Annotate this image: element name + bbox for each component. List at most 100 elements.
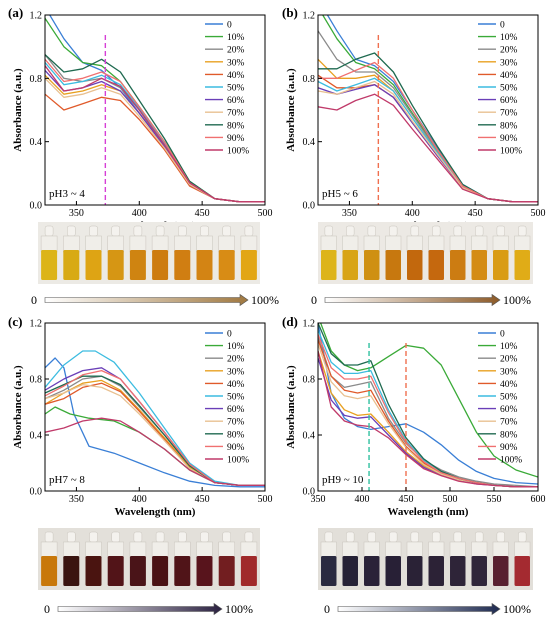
vial — [514, 531, 531, 586]
legend-label: 60% — [227, 405, 245, 415]
vial-liquid — [41, 250, 58, 280]
x-tick-label: 400 — [132, 494, 147, 505]
vial — [406, 225, 423, 280]
vial-liquid — [428, 556, 444, 586]
scale-arrow — [44, 293, 249, 307]
y-tick-label: 0.0 — [303, 487, 316, 498]
vial-liquid — [63, 556, 80, 586]
vial-liquid — [196, 250, 213, 280]
scale-end-label: 100% — [225, 602, 253, 616]
legend-label: 70% — [227, 109, 245, 119]
x-axis-label: Wavelength (nm) — [115, 506, 196, 518]
legend-label: 0 — [227, 21, 232, 31]
x-tick-label: 400 — [132, 208, 147, 219]
vial — [85, 531, 102, 586]
vial-liquid — [196, 556, 213, 586]
y-tick-label: 1.2 — [30, 319, 43, 330]
series-line-50% — [45, 350, 265, 487]
plot-frame — [44, 14, 266, 206]
vial-glass — [218, 235, 235, 253]
x-tick-label: 500 — [258, 208, 273, 219]
vial-cap — [89, 531, 98, 543]
vial — [40, 225, 58, 280]
x-tick-label: 450 — [195, 494, 210, 505]
vial-cap — [389, 531, 398, 543]
vial-glass — [85, 541, 102, 559]
panel-label: (b) — [282, 5, 298, 20]
vial-cap — [518, 531, 527, 543]
x-tick-label: 550 — [487, 494, 502, 505]
legend-label: 80% — [500, 121, 518, 131]
vial-liquid — [129, 556, 146, 586]
vial-cap — [496, 531, 505, 543]
vial-liquid — [364, 556, 380, 586]
vial-cap — [475, 225, 484, 237]
y-tick-label: 0.4 — [30, 137, 43, 148]
vial-cap — [133, 531, 143, 543]
vial-liquid — [152, 250, 169, 280]
legend-label: 10% — [227, 33, 245, 43]
vial-liquid — [85, 556, 102, 586]
vial-glass — [63, 235, 80, 253]
legend-label: 50% — [500, 84, 518, 94]
panel-label: (c) — [8, 314, 22, 329]
vial-cap — [453, 531, 462, 543]
legend-label: 80% — [500, 430, 518, 440]
vial-glass — [492, 235, 509, 253]
vial-glass — [385, 541, 402, 559]
y-tick-label: 0.4 — [303, 431, 316, 442]
plot-frame — [317, 322, 539, 492]
vial-glass — [174, 235, 191, 253]
vial — [492, 531, 509, 586]
vial — [342, 225, 359, 280]
x-tick-label: 350 — [311, 494, 326, 505]
vial-glass — [449, 235, 466, 253]
vial-liquid — [152, 556, 169, 586]
vial — [218, 531, 235, 586]
x-tick-label: 400 — [355, 494, 370, 505]
scale-end-label: 100% — [503, 602, 531, 616]
scale-start-label: 0 — [44, 602, 50, 616]
x-tick-label: 450 — [195, 208, 210, 219]
vial-cap — [453, 225, 462, 237]
vial — [363, 225, 380, 280]
legend-label: 70% — [500, 109, 518, 119]
vial-liquid — [342, 556, 358, 586]
scale-start-label: 0 — [31, 293, 37, 307]
vial-liquid — [342, 250, 358, 280]
legend-label: 0 — [500, 21, 505, 31]
scale-start-label: 0 — [311, 293, 317, 307]
vial-cap — [346, 225, 355, 237]
series-group — [45, 350, 265, 488]
vial-glass — [492, 541, 509, 559]
vial-liquid — [514, 250, 530, 280]
vial — [63, 531, 80, 586]
ph-annotation: pH9 ~ 10 — [322, 474, 364, 486]
vial-cap — [178, 531, 187, 543]
vial — [63, 225, 80, 280]
vial — [174, 531, 191, 586]
series-line-100% — [318, 93, 538, 203]
vial-glass — [240, 235, 258, 253]
vial-liquid — [240, 250, 257, 280]
vial-liquid — [450, 556, 466, 586]
vial-cap — [155, 225, 165, 237]
vial-cap — [324, 531, 333, 543]
legend-label: 10% — [500, 342, 518, 352]
y-tick-label: 0.8 — [30, 74, 43, 85]
vial-glass — [385, 235, 402, 253]
vial-liquid — [428, 250, 444, 280]
x-tick-label: 350 — [69, 494, 84, 505]
x-tick-label: 450 — [468, 208, 483, 219]
vial-cap — [244, 225, 254, 237]
x-tick-label: 600 — [531, 494, 546, 505]
vial — [174, 225, 191, 280]
vial — [40, 531, 58, 586]
y-tick-label: 0.0 — [30, 201, 43, 212]
vial — [342, 531, 359, 586]
y-tick-label: 0.0 — [30, 487, 43, 498]
series-group — [45, 15, 265, 203]
vial — [385, 225, 402, 280]
vial-liquid — [407, 556, 423, 586]
legend-label: 20% — [500, 46, 518, 56]
